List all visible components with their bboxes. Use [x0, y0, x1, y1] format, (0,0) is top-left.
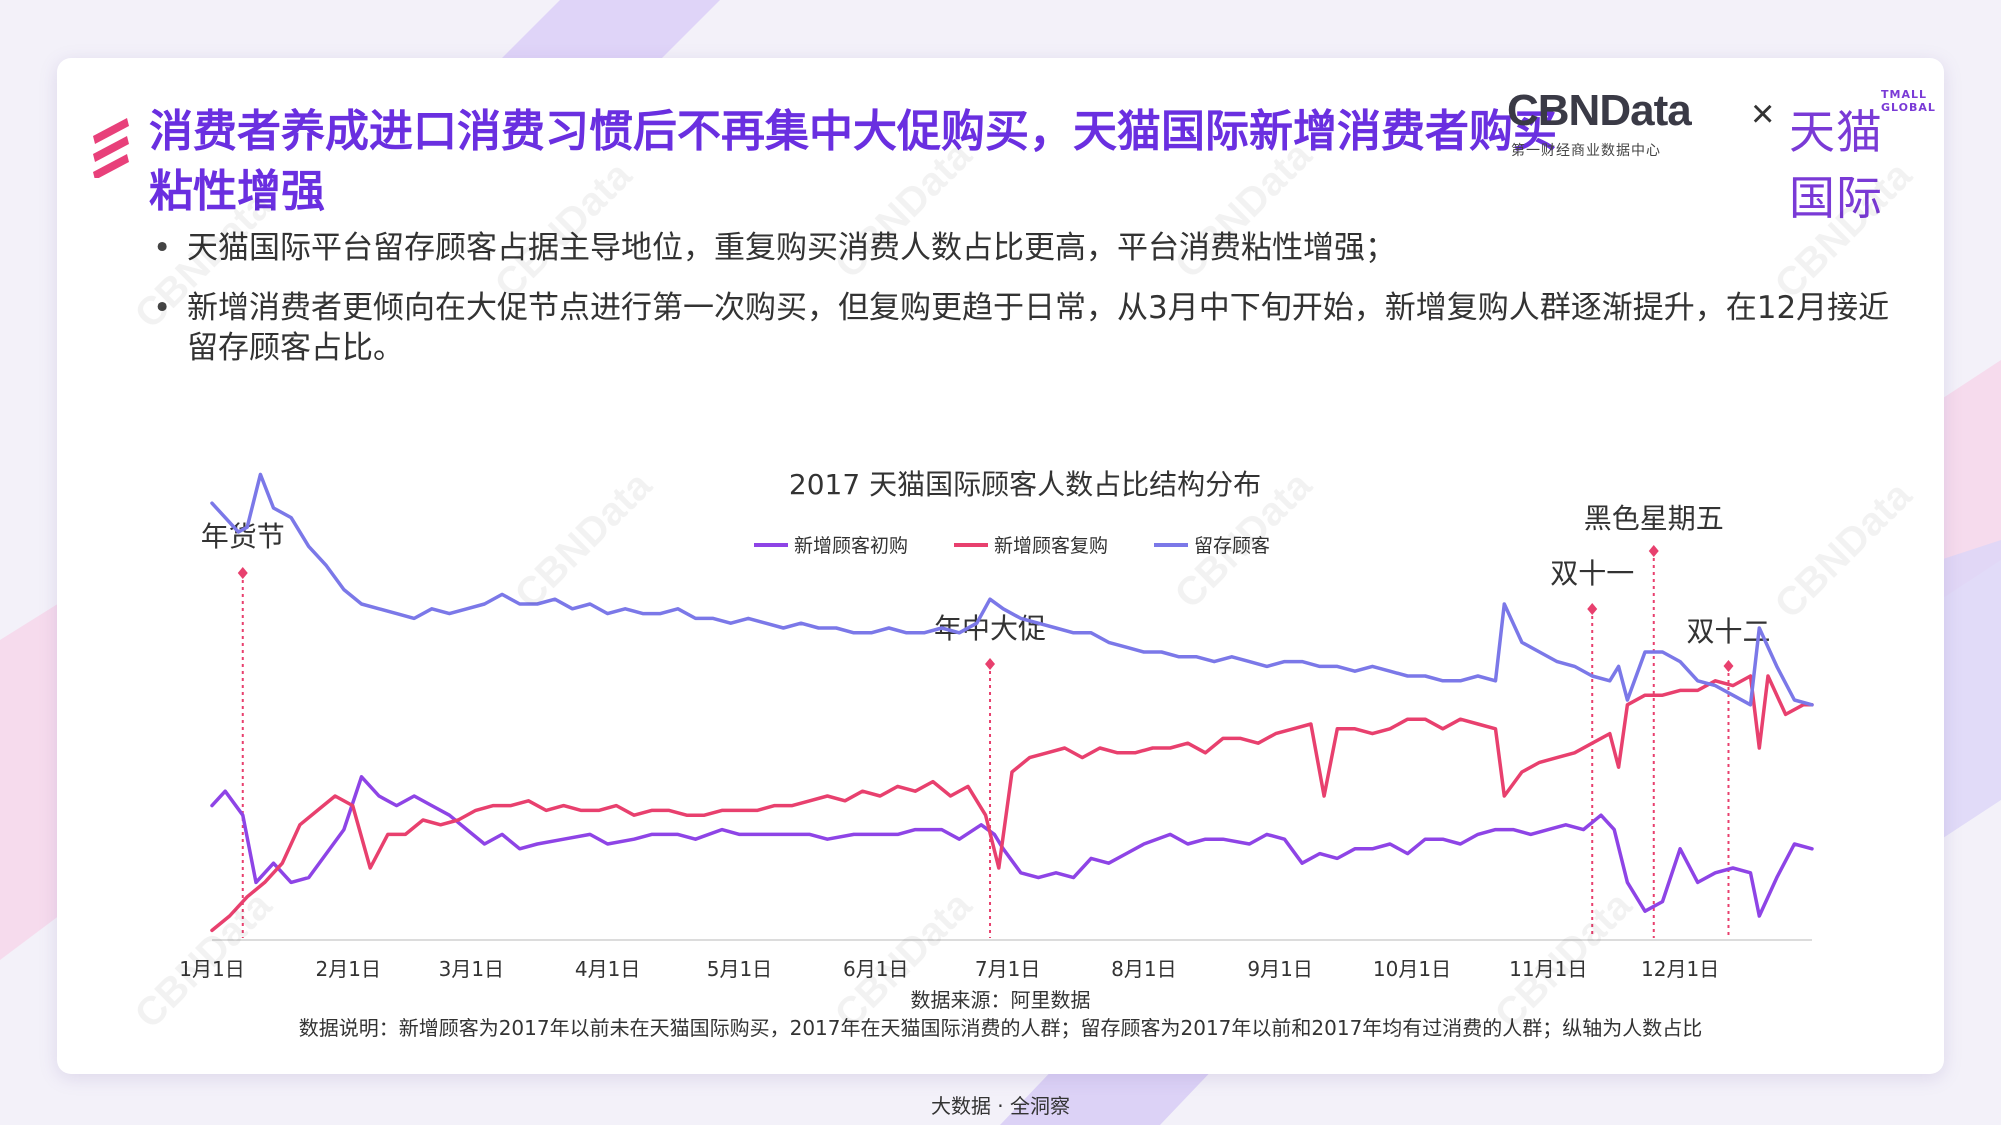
series-line-2: [210, 472, 1814, 707]
chart-title: 2017 天猫国际顾客人数占比结构分布: [789, 468, 1261, 501]
x-tick-label: 8月1日: [1111, 957, 1176, 981]
content-card: 消费者养成进口消费习惯后不再集中大促购买，天猫国际新增消费者购买粘性增强 CBN…: [57, 58, 1944, 1074]
bullet-item: 天猫国际平台留存顾客占据主导地位，重复购买消费人数占比更高，平台消费粘性增强；: [149, 228, 1909, 268]
line-chart: 2017 天猫国际顾客人数占比结构分布 新增顾客初购 新增顾客复购 留存顾客 1…: [179, 468, 1814, 981]
legend-label-series-0: 新增顾客初购: [794, 535, 908, 557]
data-source: 数据来源：阿里数据: [910, 988, 1091, 1012]
legend-label-series-2: 留存顾客: [1194, 535, 1270, 557]
event-marker-diamond: [1648, 545, 1659, 557]
event-marker-diamond: [985, 658, 996, 670]
event-label: 年货节: [201, 520, 285, 553]
x-tick-label: 4月1日: [575, 957, 640, 981]
cbndata-logo-subtitle: 第一财经商业数据中心: [1511, 143, 1661, 159]
x-tick-label: 5月1日: [707, 957, 772, 981]
legend-label-series-1: 新增顾客复购: [994, 535, 1108, 557]
event-marker-diamond: [237, 567, 248, 579]
page-footer: 大数据 · 全洞察: [930, 1094, 1071, 1118]
series-line-1: [210, 674, 1814, 933]
x-tick-label: 9月1日: [1247, 957, 1312, 981]
event-label: 年中大促: [934, 612, 1046, 645]
tmall-global-logo-en: TMALL GLOBAL: [1881, 88, 1936, 114]
series-lines: [210, 472, 1814, 933]
data-note: 数据说明：新增顾客为2017年以前未在天猫国际购买，2017年在天猫国际消费的人…: [298, 1016, 1703, 1040]
x-tick-label: 1月1日: [179, 957, 244, 981]
event-label: 黑色星期五: [1584, 502, 1724, 535]
event-marker-diamond: [1723, 660, 1734, 672]
event-marker-diamond: [1587, 603, 1598, 615]
x-tick-label: 6月1日: [843, 957, 908, 981]
brand-logos: CBNData 第一财经商业数据中心 × TMALL GLOBAL 天猫国际: [1507, 74, 1935, 225]
x-axis-ticks: 1月1日 2月1日 3月1日 4月1日 5月1日 6月1日 7月1日 8月1日 9月1日 10月1…: [179, 957, 1719, 981]
bullet-item: 新增消费者更倾向在大促节点进行第一次购买，但复购更趋于日常，从3月中下旬开始，新…: [149, 288, 1909, 368]
title-stripes-icon: [93, 118, 129, 178]
x-tick-label: 2月1日: [316, 957, 381, 981]
x-tick-label: 11月1日: [1509, 957, 1587, 981]
x-tick-label: 10月1日: [1373, 957, 1451, 981]
page-title: 消费者养成进口消费习惯后不再集中大促购买，天猫国际新增消费者购买粘性增强: [149, 106, 1557, 217]
x-tick-label: 3月1日: [439, 957, 504, 981]
x-tick-label: 7月1日: [975, 957, 1040, 981]
event-label: 双十一: [1550, 557, 1634, 590]
cbndata-logo: CBNData: [1507, 86, 1692, 135]
summary-bullets: 天猫国际平台留存顾客占据主导地位，重复购买消费人数占比更高，平台消费粘性增强； …: [149, 228, 1909, 388]
chart-legend: 新增顾客初购 新增顾客复购 留存顾客: [754, 535, 1270, 557]
x-tick-label: 12月1日: [1641, 957, 1719, 981]
series-line-0: [210, 775, 1814, 918]
tmall-global-logo: 天猫国际: [1789, 105, 1883, 225]
logo-times-sign: ×: [1751, 92, 1775, 136]
